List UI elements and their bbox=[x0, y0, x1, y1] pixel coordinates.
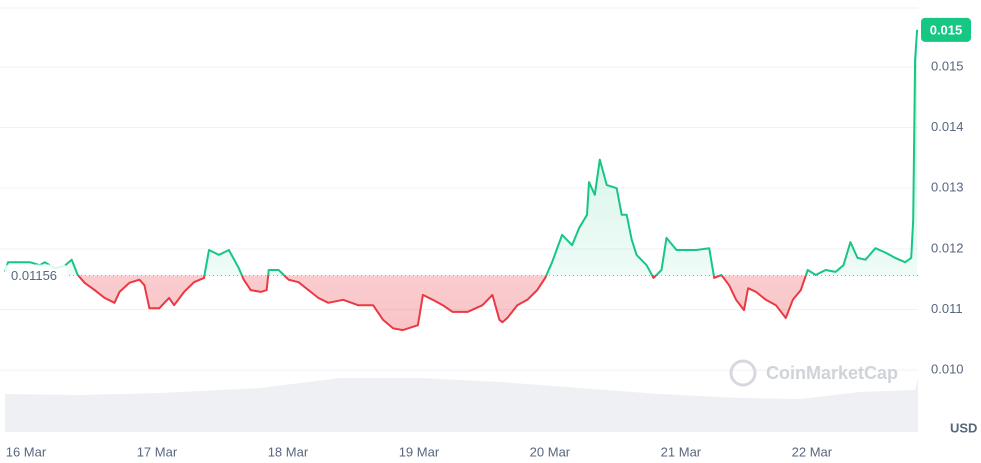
volume-area bbox=[5, 378, 918, 432]
x-tick-label: 21 Mar bbox=[661, 444, 702, 459]
y-tick-label: 0.011 bbox=[931, 301, 963, 316]
y-tick-label: 0.013 bbox=[931, 180, 964, 195]
x-tick-label: 16 Mar bbox=[6, 444, 47, 459]
price-tag-box bbox=[921, 17, 971, 42]
baseline-tag bbox=[5, 264, 67, 287]
watermark: CoinMarketCap bbox=[729, 359, 898, 387]
watermark-text: CoinMarketCap bbox=[766, 363, 898, 383]
price-tag: 0.015 bbox=[930, 22, 963, 37]
watermark-logo bbox=[729, 359, 757, 387]
x-tick-label: 19 Mar bbox=[399, 444, 440, 459]
x-tick-label: 22 Mar bbox=[792, 444, 833, 459]
baseline-label: 0.01156 bbox=[11, 268, 57, 283]
y-tick-label: 0.015 bbox=[931, 58, 964, 73]
y-unit: USD bbox=[950, 420, 977, 435]
y-tick-label: 0.010 bbox=[931, 362, 964, 377]
x-tick-label: 17 Mar bbox=[137, 444, 178, 459]
y-tick-label: 0.012 bbox=[931, 240, 964, 255]
y-tick-label: 0.014 bbox=[931, 119, 964, 134]
price-line-down bbox=[76, 275, 817, 332]
area-below bbox=[78, 275, 806, 331]
x-tick-label: 20 Mar bbox=[530, 444, 571, 459]
x-tick-label: 18 Mar bbox=[268, 444, 309, 459]
